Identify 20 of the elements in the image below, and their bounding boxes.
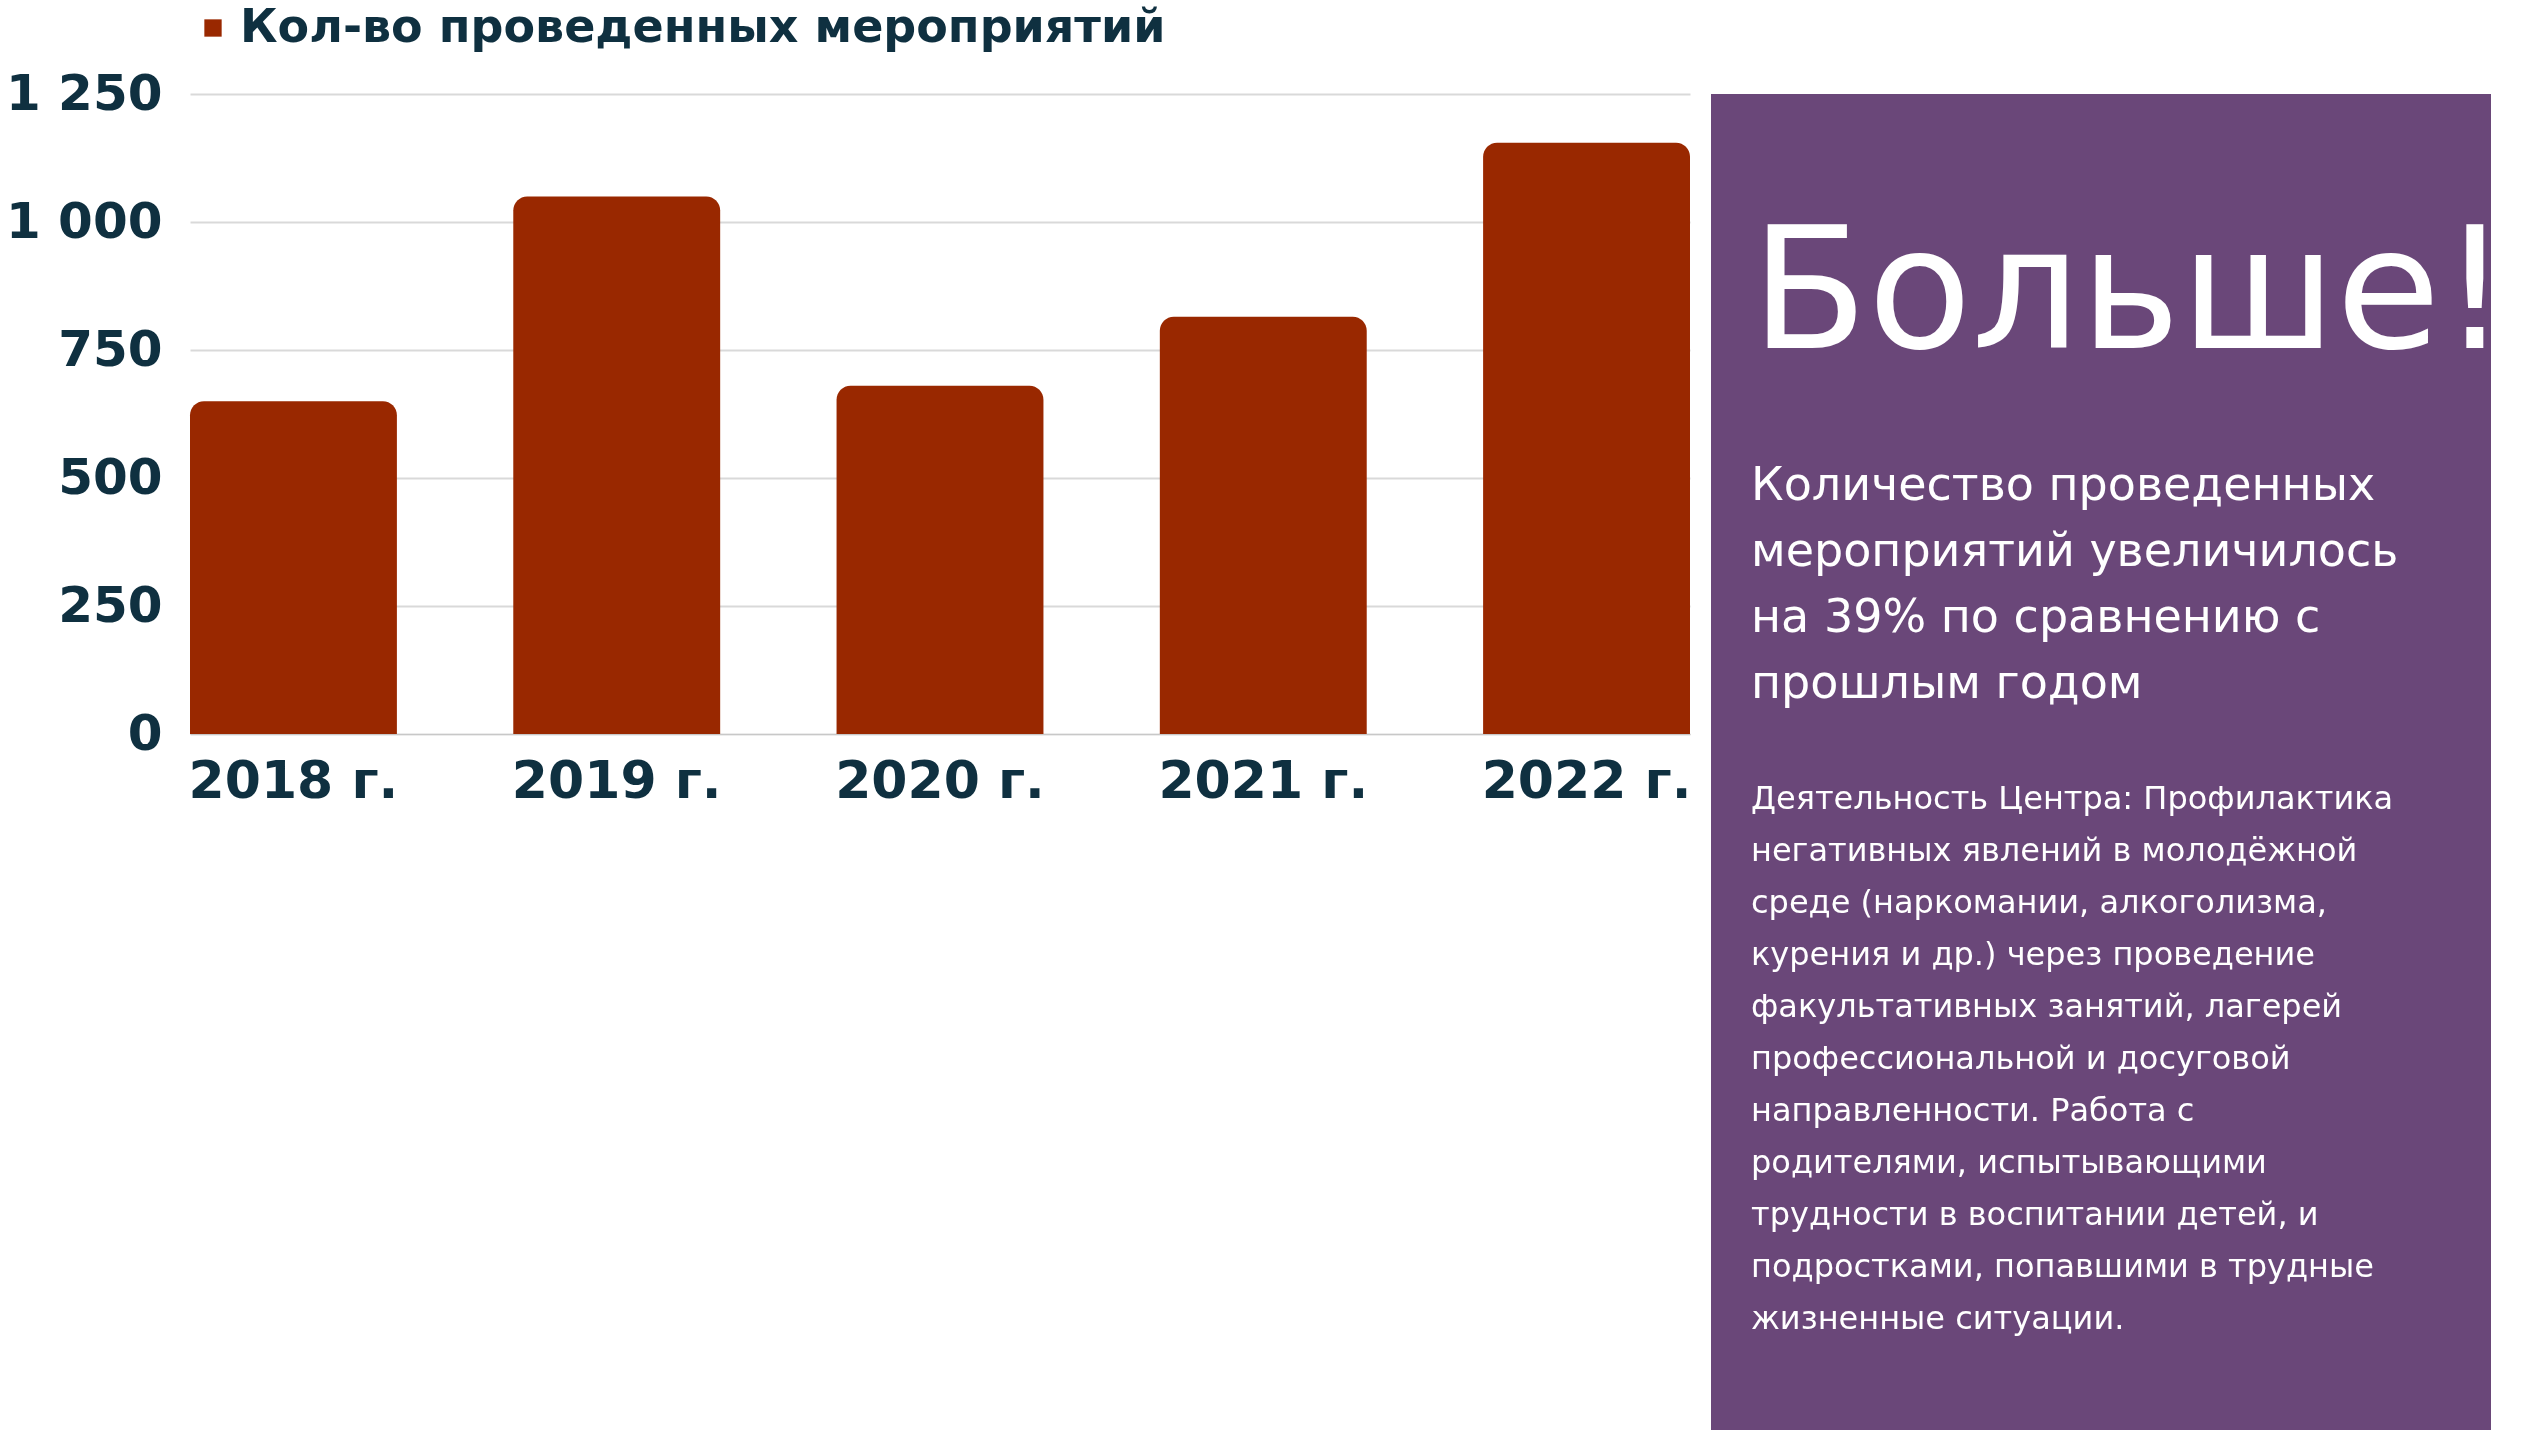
x-tick-label: 2020 г. [835, 749, 1045, 810]
y-tick-label: 750 [58, 319, 163, 378]
y-tick-label: 1 250 [5, 63, 163, 122]
bar [1483, 142, 1690, 734]
bar [513, 196, 721, 734]
bar [190, 401, 397, 734]
y-tick-label: 0 [127, 703, 163, 762]
text: Количество проведенных мероприятий увеличилось на 39% по сравнению с прошлым годом [1751, 457, 2399, 709]
legend-label: Кол-во проведенных мероприятий [240, 0, 1166, 53]
x-tick-label: 2018 г. [188, 749, 399, 810]
text: Больше! [1751, 190, 2509, 388]
text: Деятельность Центра: Профилактика негативных явлений в молодёжной среде (наркомании, алкоголизма, курения и др.) через проведение факультативных занятий, лагерей профессиональной и досуговой направленности. Работа с родителями, испытывающими трудности в воспитании детей, и подростками, попавшими в трудные жизненные ситуации. [1751, 779, 2394, 1337]
x-tick-label: 2021 г. [1158, 749, 1369, 810]
y-tick-label: 500 [58, 447, 163, 506]
x-tick-label: 2022 г. [1481, 749, 1692, 810]
bar [836, 385, 1044, 734]
y-tick-label: 250 [58, 575, 163, 634]
y-tick-label: 1 000 [5, 191, 163, 250]
x-tick-label: 2019 г. [511, 749, 722, 810]
bar [1159, 316, 1367, 734]
